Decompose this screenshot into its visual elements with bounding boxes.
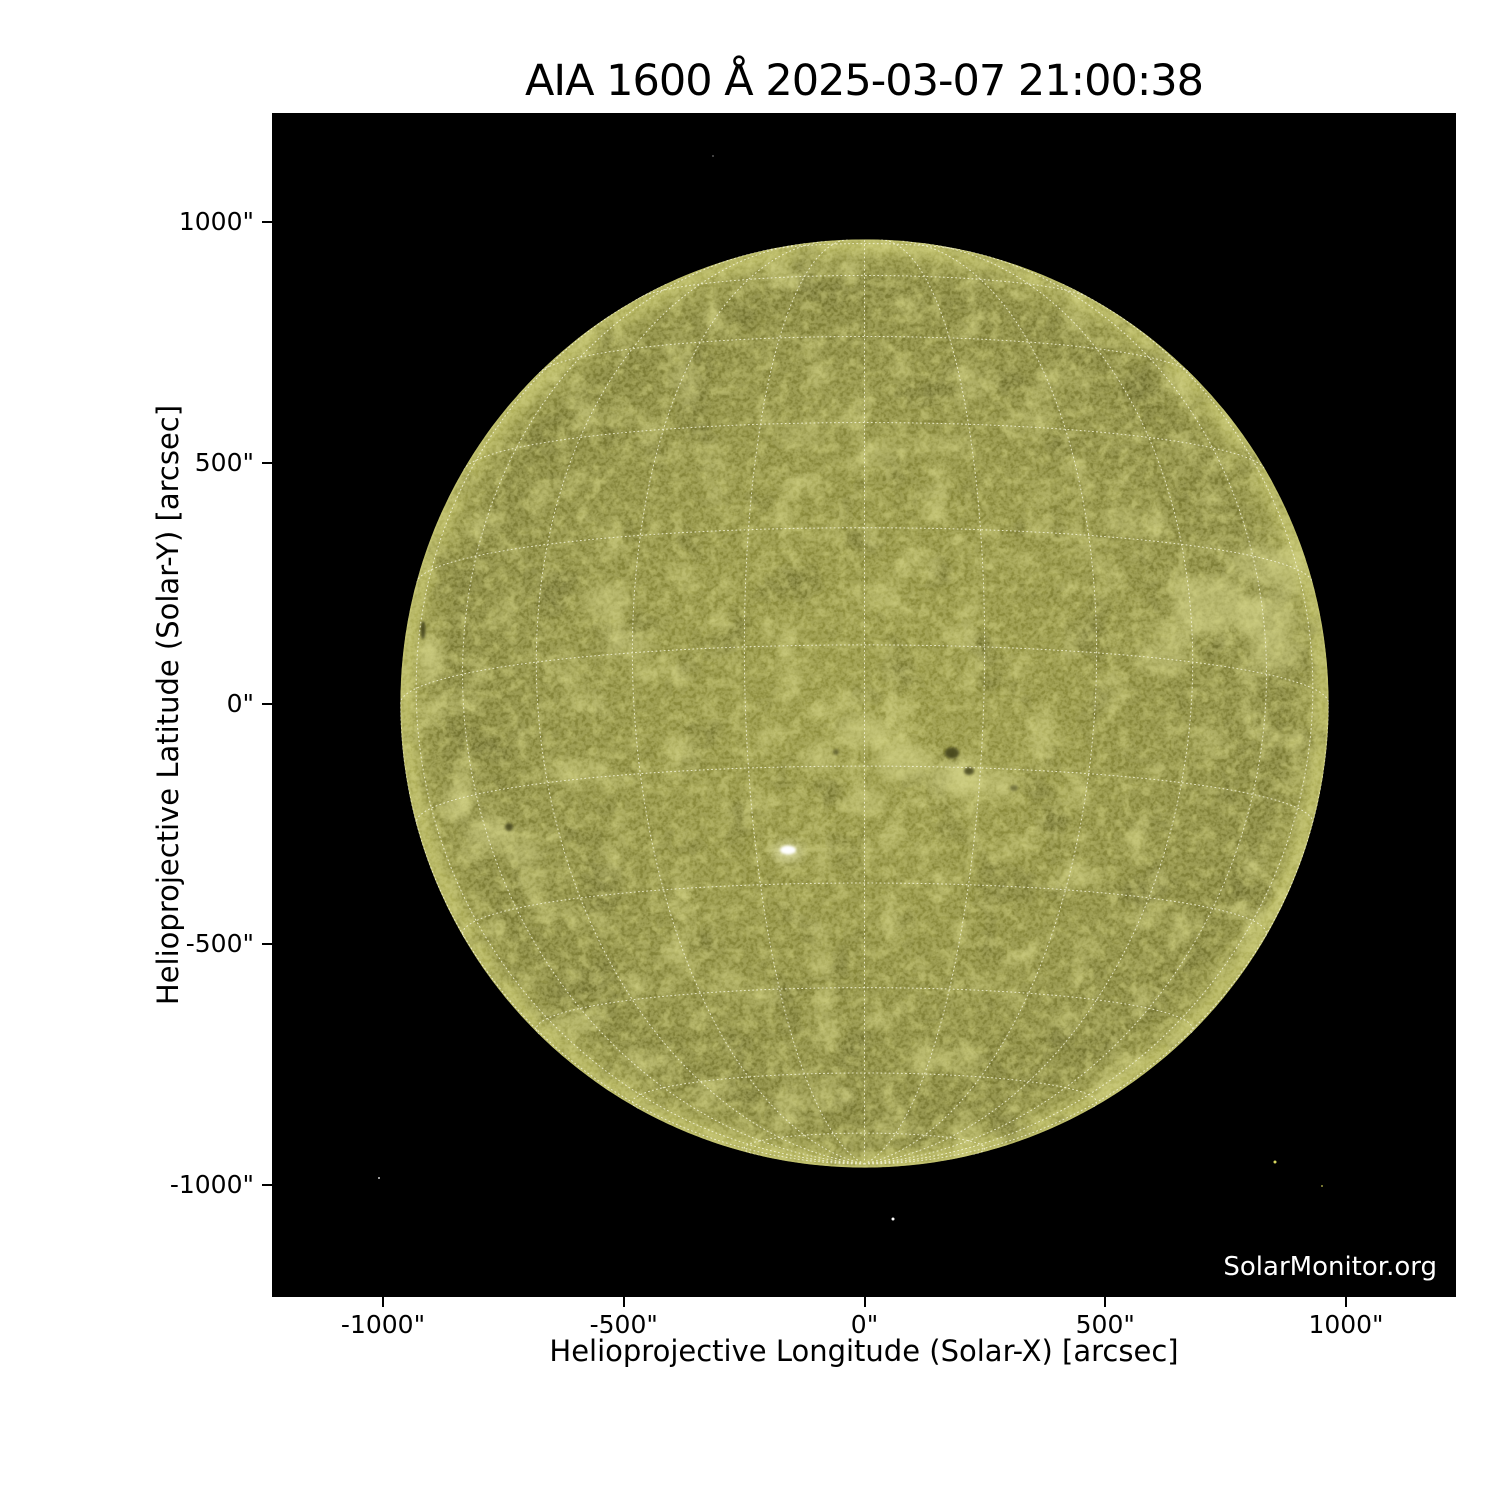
bright-plage-region xyxy=(875,744,935,782)
x-tick-mark xyxy=(382,1297,384,1307)
solar-disk-image xyxy=(272,113,1456,1297)
page-title: AIA 1600 Å 2025-03-07 21:00:38 xyxy=(524,56,1204,106)
bright-plage-region xyxy=(418,634,442,686)
y-tick-label: 0" xyxy=(226,688,254,718)
y-tick-label: 1000" xyxy=(178,207,254,236)
sunspot xyxy=(964,767,974,775)
x-tick-mark xyxy=(863,1297,866,1307)
bright-plage-region xyxy=(581,584,629,616)
y-tick-label: -1000" xyxy=(169,1170,254,1199)
bright-plage-region xyxy=(1237,594,1297,642)
x-tick-mark xyxy=(622,1297,625,1307)
bright-plage-region xyxy=(834,713,886,747)
bright-plage-region xyxy=(465,816,515,850)
y-tick-label: 500" xyxy=(194,447,254,477)
bright-plage-region xyxy=(860,443,904,467)
x-tick-mark xyxy=(1104,1297,1107,1307)
bright-plage-region xyxy=(1270,547,1302,599)
x-tick-label: 1000" xyxy=(1308,1310,1384,1339)
x-axis-label: Helioprojective Longitude (Solar-X) [arc… xyxy=(549,1334,1179,1368)
bright-plage-region xyxy=(612,631,652,659)
background-speck xyxy=(712,155,714,157)
bright-plage-region xyxy=(776,424,824,450)
bright-plage-region xyxy=(1172,577,1248,633)
sunspot xyxy=(833,749,839,755)
background-speck xyxy=(891,1217,895,1221)
x-tick-label: 0" xyxy=(850,1310,879,1339)
y-tick-mark xyxy=(262,461,272,464)
sunspot xyxy=(420,621,426,639)
bright-plage-region xyxy=(1231,545,1283,585)
y-tick-mark xyxy=(262,1184,272,1186)
background-speck xyxy=(378,1177,380,1179)
bright-plage-region xyxy=(1100,505,1140,535)
bright-plage-region xyxy=(503,841,543,867)
bright-plage-region xyxy=(780,845,796,855)
bright-plage-region xyxy=(938,434,978,456)
y-tick-mark xyxy=(262,702,272,705)
bright-plage-region xyxy=(850,788,886,814)
y-tick-mark xyxy=(262,221,272,223)
x-tick-label: 500" xyxy=(1075,1310,1135,1339)
x-tick-label: -1000" xyxy=(340,1310,426,1339)
x-tick-mark xyxy=(1345,1297,1347,1307)
bright-plage-region xyxy=(977,769,1021,799)
bright-plage-region xyxy=(1249,633,1301,673)
plot-area: SolarMonitor.org xyxy=(272,113,1456,1297)
bright-plage-region xyxy=(442,783,470,823)
watermark: SolarMonitor.org xyxy=(1223,1252,1437,1282)
background-speck xyxy=(1273,1160,1277,1164)
sunspot xyxy=(1010,785,1018,791)
sunspot xyxy=(505,823,513,831)
background-speck xyxy=(1321,1185,1323,1187)
bright-plage-region xyxy=(800,743,840,773)
background-specks xyxy=(378,155,1323,1221)
bright-plage-region xyxy=(1136,640,1188,676)
x-tick-label: -500" xyxy=(589,1310,658,1339)
sunspot xyxy=(945,747,959,759)
y-tick-label: -500" xyxy=(185,929,254,959)
y-tick-mark xyxy=(262,943,272,946)
